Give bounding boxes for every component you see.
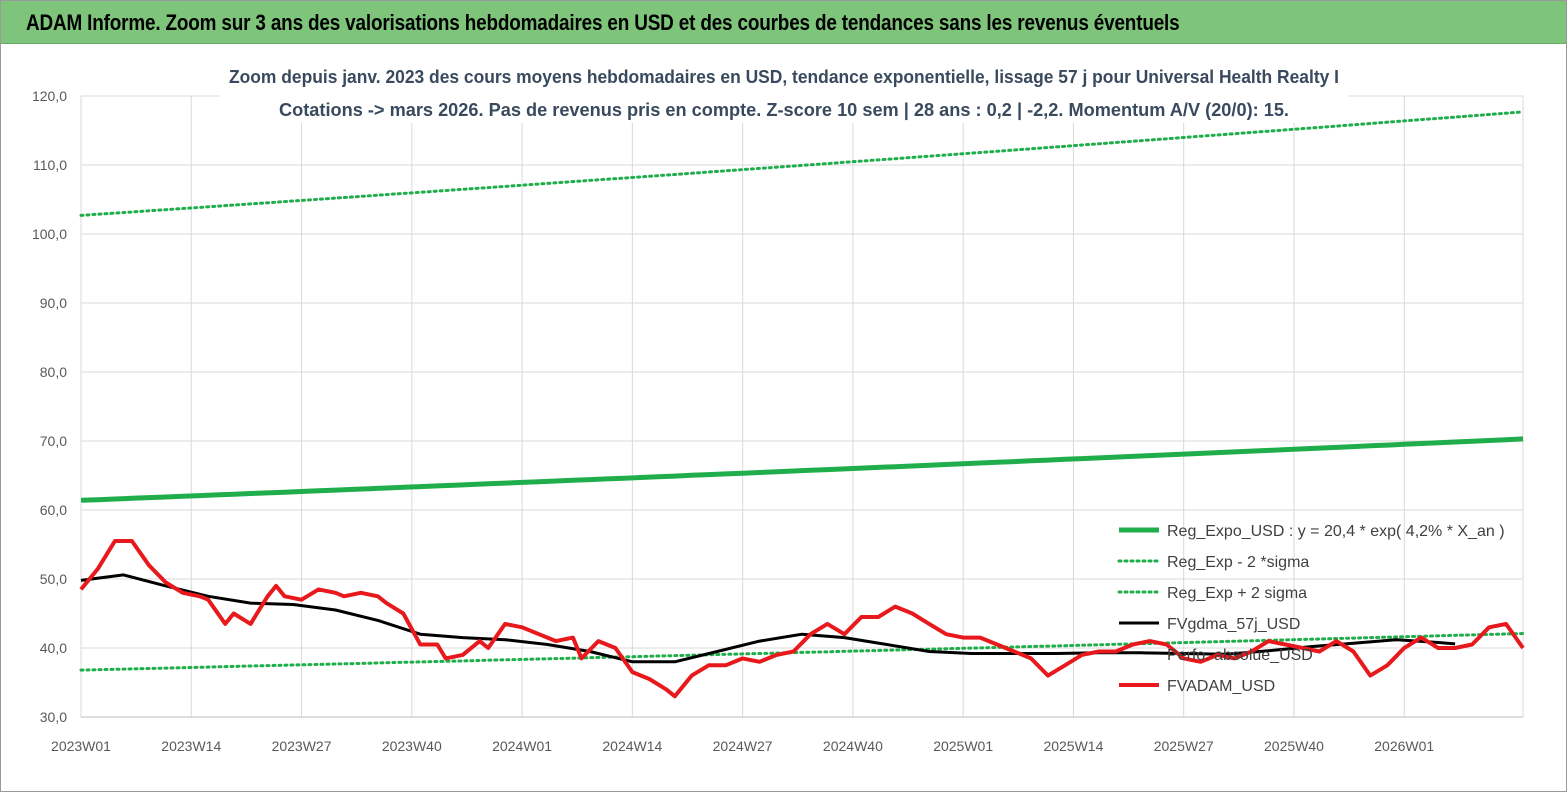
legend-label-2: Reg_Exp + 2 sigma [1167, 585, 1307, 602]
y-tick-label: 110,0 [33, 157, 67, 173]
header-bar: ADAM Informe. Zoom sur 3 ans des valoris… [1, 1, 1566, 44]
x-tick-label: 2024W14 [602, 738, 662, 754]
x-tick-label: 2024W40 [823, 738, 883, 754]
series-line-1 [79, 632, 1525, 672]
y-tick-label: 120,0 [32, 88, 67, 104]
legend-label-1: Reg_Exp - 2 *sigma [1167, 554, 1309, 571]
x-tick-label: 2025W01 [933, 738, 993, 754]
x-tick-label: 2024W27 [713, 738, 773, 754]
legend-label-3: FVgdma_57j_USD [1167, 616, 1300, 633]
x-tick-label: 2023W01 [51, 738, 111, 754]
series-line-0 [80, 436, 1524, 503]
x-tick-label: 2026W01 [1374, 738, 1434, 754]
x-tick-label: 2025W27 [1154, 738, 1214, 754]
axis-ticks: 30,0 40,0 50,0 60,0 70,0 80,0 90,0 100,0 110,0 12… [32, 88, 1434, 754]
chart-title-line1: Zoom depuis janv. 2023 des cours moyens … [229, 67, 1339, 87]
series-line-5 [79, 539, 1525, 699]
x-tick-label: 2024W01 [492, 738, 552, 754]
y-tick-label: 40,0 [40, 640, 67, 656]
page-title: ADAM Informe. Zoom sur 3 ans des valoris… [26, 10, 1180, 35]
grid [80, 95, 1524, 718]
title-background [219, 63, 1349, 123]
legend-label-4: Perfo. absolue_USD [1167, 647, 1313, 664]
legend: Reg_Expo_USD : y = 20,4 * exp( 4,2% * X_… [1117, 523, 1505, 695]
x-tick-label: 2023W27 [272, 738, 332, 754]
legend-label-5: FVADAM_USD [1167, 678, 1275, 695]
y-tick-label: 70,0 [40, 433, 67, 449]
y-tick-label: 30,0 [40, 709, 67, 725]
x-tick-label: 2023W14 [161, 738, 221, 754]
series-line-2 [79, 110, 1525, 217]
series-layer [79, 110, 1525, 699]
y-tick-label: 50,0 [40, 571, 67, 587]
y-tick-label: 90,0 [40, 295, 67, 311]
y-tick-label: 100,0 [32, 226, 67, 242]
chart-title-line2: Cotations -> mars 2026. Pas de revenus p… [279, 100, 1289, 120]
y-tick-label: 80,0 [40, 364, 67, 380]
x-tick-label: 2025W14 [1043, 738, 1103, 754]
x-tick-label: 2025W40 [1264, 738, 1324, 754]
y-tick-label: 60,0 [40, 502, 67, 518]
legend-label-0: Reg_Expo_USD : y = 20,4 * exp( 4,2% * X_… [1167, 523, 1505, 540]
x-tick-label: 2023W40 [382, 738, 442, 754]
